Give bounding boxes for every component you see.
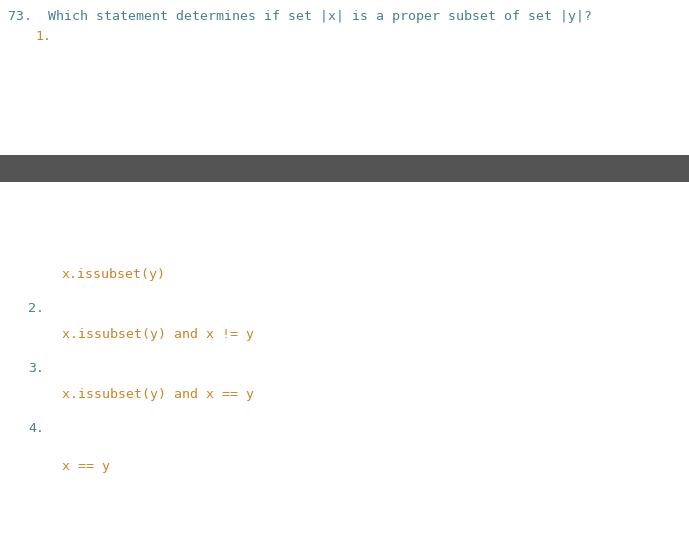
Text: x.issubset(y) and x == y: x.issubset(y) and x == y	[62, 388, 254, 401]
Text: 4.: 4.	[28, 422, 44, 435]
Text: 3.: 3.	[28, 362, 44, 375]
Text: 2.: 2.	[28, 302, 44, 315]
Text: x.issubset(y): x.issubset(y)	[62, 268, 166, 281]
Text: x == y: x == y	[62, 460, 110, 473]
Text: x.issubset(y) and x != y: x.issubset(y) and x != y	[62, 328, 254, 341]
Bar	[0, 155, 689, 182]
Text: 1.: 1.	[35, 30, 51, 43]
Text: 73.  Which statement determines if set |x| is a proper subset of set |y|?: 73. Which statement determines if set |x…	[8, 10, 592, 23]
